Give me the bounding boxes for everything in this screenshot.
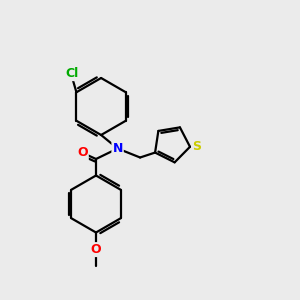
Text: O: O: [91, 243, 101, 256]
Text: Cl: Cl: [65, 67, 79, 80]
Text: S: S: [192, 140, 201, 153]
Text: N: N: [112, 142, 123, 155]
Text: O: O: [77, 146, 88, 160]
